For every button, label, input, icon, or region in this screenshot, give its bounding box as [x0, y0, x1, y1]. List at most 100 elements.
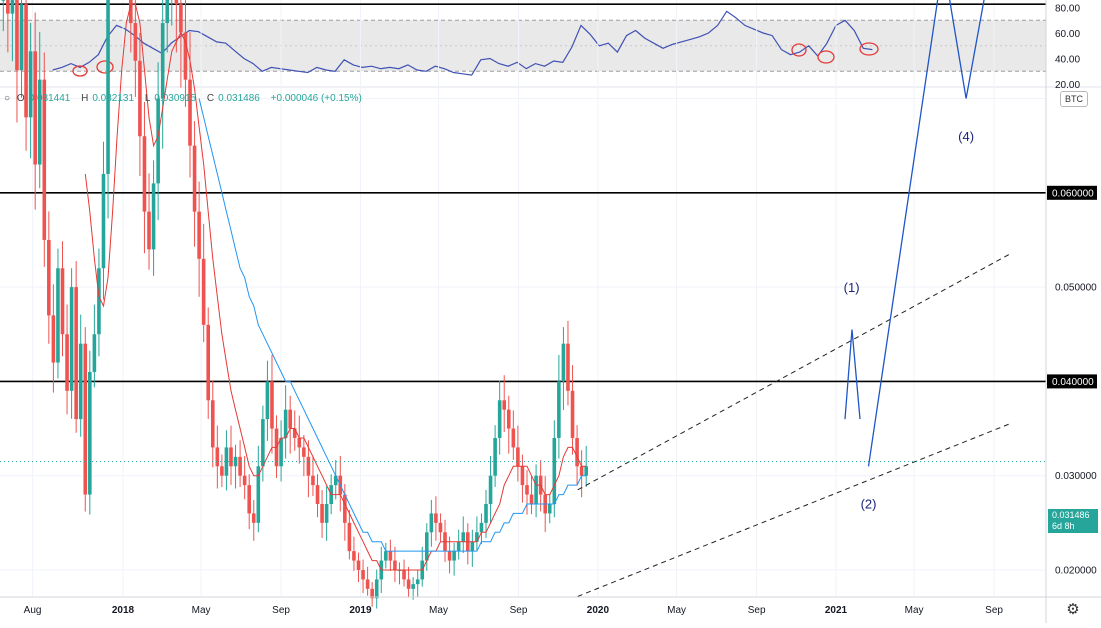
candle-body: [265, 381, 270, 420]
candle-body: [42, 79, 47, 240]
rsi-highlight-circle: [791, 43, 807, 57]
wave-label: (1): [844, 280, 860, 295]
rsi-line: [52, 10, 873, 76]
y-tick-label: 0.030000: [1055, 471, 1097, 482]
candle-body: [347, 522, 352, 552]
candle-body: [15, 0, 19, 71]
candle-body: [233, 456, 238, 467]
candle-body: [188, 79, 192, 146]
candle-body: [292, 428, 297, 438]
candle-body: [311, 475, 315, 486]
gear-icon[interactable]: ⚙: [1066, 601, 1080, 618]
candle-body: [56, 268, 60, 363]
rsi-highlight-circle: [817, 50, 835, 64]
candle-body: [552, 437, 557, 504]
candle-body: [183, 32, 188, 80]
high-value: 0.032131: [92, 93, 135, 104]
x-tick-label: Sep: [272, 605, 290, 616]
candle-body: [470, 541, 475, 552]
level-tag: [1047, 374, 1097, 389]
candle-body: [206, 324, 211, 401]
candle-body: [506, 409, 511, 429]
candle-body: [37, 79, 42, 165]
candle-body: [415, 579, 420, 585]
level-tag: [1047, 185, 1097, 200]
candle-body: [88, 371, 92, 495]
candle-body: [238, 456, 242, 476]
candle-body: [138, 60, 142, 137]
rsi-tick-label: 80.00: [1055, 4, 1080, 15]
candle-body: [142, 136, 147, 212]
candle-body: [434, 513, 438, 523]
x-tick-label: Sep: [985, 605, 1003, 616]
candle-body: [174, 0, 179, 5]
candle-body: [92, 334, 97, 372]
wave-label: (4): [958, 129, 974, 144]
candle-body: [210, 400, 215, 448]
candle-body: [374, 579, 379, 599]
candle-body: [97, 268, 101, 335]
candle-body: [19, 4, 24, 71]
currency-badge[interactable]: BTC: [1060, 91, 1088, 107]
elliott-projection-line: [867, 0, 985, 467]
candle-body: [51, 315, 56, 363]
candle-body: [516, 447, 520, 467]
y-tick-label: 0.050000: [1055, 283, 1097, 294]
candle-body: [324, 503, 329, 523]
candle-body: [356, 560, 361, 570]
candle-body: [525, 485, 529, 495]
candle-body: [475, 532, 479, 542]
x-tick-label: May: [192, 605, 211, 616]
candle-body: [384, 551, 388, 561]
y-tick-label: 0.020000: [1055, 566, 1097, 577]
candle-body: [78, 343, 83, 420]
x-tick-label: May: [905, 605, 924, 616]
candle-body: [352, 551, 356, 561]
candle-body: [452, 551, 456, 561]
x-tick-label: 2021: [825, 605, 848, 616]
candle-body: [488, 475, 493, 504]
candle-body: [101, 173, 106, 269]
candle-body: [74, 287, 78, 420]
candle-body: [24, 4, 28, 118]
candle-body: [438, 522, 443, 533]
candle-body: [270, 381, 274, 429]
candle-body: [479, 522, 484, 533]
rsi-highlight-circle: [859, 42, 879, 56]
candle-body: [547, 503, 552, 514]
candle-body: [520, 466, 525, 486]
candle-body: [179, 4, 183, 33]
channel-lower-line: [577, 423, 1010, 597]
candle-body: [584, 466, 588, 476]
candle-body: [425, 532, 429, 561]
candle-body: [147, 211, 151, 250]
rsi-highlight-circle: [72, 65, 88, 77]
wave-label: (2): [861, 497, 877, 512]
candle-body: [447, 551, 452, 561]
candle-body: [561, 343, 566, 382]
candle-body: [156, 98, 160, 184]
rsi-highlight-circle: [96, 60, 114, 74]
candle-body: [160, 23, 165, 99]
candle-body: [306, 456, 311, 476]
x-tick-label: May: [429, 605, 448, 616]
candle-body: [343, 494, 347, 523]
candle-body: [402, 570, 406, 580]
candle-body: [429, 513, 434, 533]
candle-body: [220, 466, 224, 476]
candle-body: [529, 494, 534, 504]
x-tick-label: Aug: [24, 605, 42, 616]
candle-body: [484, 503, 488, 523]
last-price-value: 0.031486: [1052, 510, 1090, 520]
candle-body: [47, 239, 51, 316]
candle-body: [315, 485, 320, 504]
legend-dot: ○: [4, 93, 11, 104]
candle-body: [297, 437, 302, 448]
candle-body: [129, 0, 133, 24]
candle-body: [261, 419, 265, 467]
candle-body: [566, 343, 570, 391]
candle-body: [165, 0, 170, 24]
wave-1-marker: [844, 329, 861, 420]
candle-body: [393, 560, 397, 570]
